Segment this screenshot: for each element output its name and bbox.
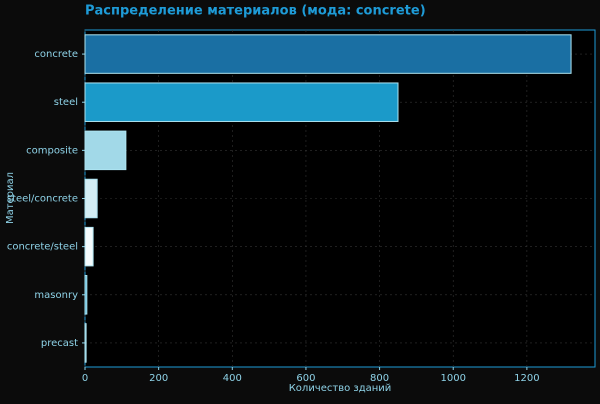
y-tick-label: masonry (34, 290, 78, 301)
bar (84, 275, 88, 315)
y-tick-label: precast (41, 338, 78, 349)
bar (84, 130, 127, 171)
y-axis-label: Материал (5, 172, 16, 224)
bar (84, 323, 87, 363)
y-tick-label: concrete/steel (7, 242, 78, 253)
bar (84, 226, 94, 267)
x-tick-label: 800 (370, 373, 389, 384)
x-tick-label: 1000 (441, 373, 466, 384)
bar (84, 178, 98, 219)
x-tick-label: 600 (296, 373, 315, 384)
y-tick-label: steel/concrete (7, 194, 78, 205)
bar (84, 82, 399, 122)
chart-title: Распределение материалов (мода: concrete… (85, 4, 426, 19)
x-axis-label: Количество зданий (289, 383, 392, 394)
x-tick-label: 0 (82, 373, 88, 384)
y-tick-label: composite (26, 145, 78, 156)
x-tick-label: 1200 (514, 373, 539, 384)
x-tick-label: 400 (223, 373, 242, 384)
bar (84, 34, 572, 74)
y-tick-label: concrete (34, 49, 78, 60)
x-tick-label: 200 (149, 373, 168, 384)
y-tick-label: steel (54, 97, 78, 108)
